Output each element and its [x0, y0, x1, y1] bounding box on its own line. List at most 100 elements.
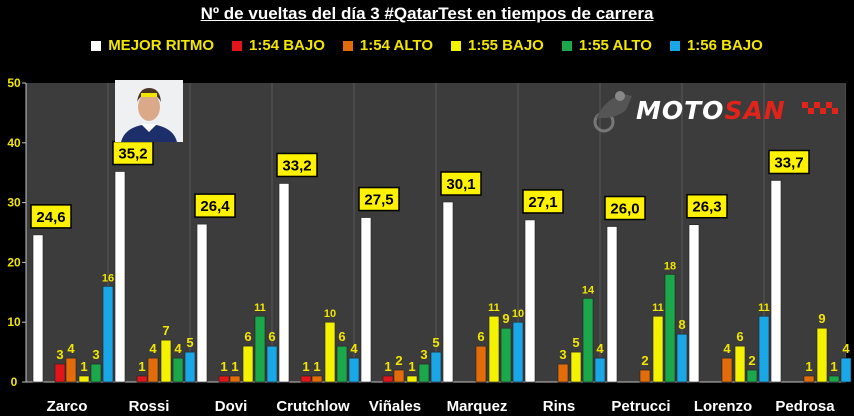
bar: [348, 357, 360, 383]
data-label: 5: [186, 335, 193, 350]
data-label: 9: [818, 311, 825, 326]
data-label: 24,6: [36, 209, 65, 226]
data-label: 2: [395, 353, 402, 368]
data-label: 1: [313, 359, 320, 374]
data-label: 26,0: [610, 201, 639, 218]
chart-title: Nº de vueltas del día 3 #QatarTest en ti…: [200, 4, 654, 23]
bar: [393, 369, 405, 383]
data-label: 11: [254, 302, 266, 314]
bar: [758, 315, 770, 383]
bar: [172, 357, 184, 383]
bar: [721, 357, 733, 383]
category-label: Crutchlow: [276, 398, 350, 415]
data-label: 16: [102, 272, 114, 284]
data-label-box: [194, 193, 236, 218]
bar: [770, 180, 782, 383]
bar: [324, 321, 336, 383]
data-label: 4: [149, 341, 157, 356]
data-label: 5: [432, 335, 439, 350]
category-label: Lorenzo: [694, 398, 752, 415]
bar: [500, 327, 512, 383]
bar: [639, 369, 651, 383]
bar: [300, 375, 312, 383]
data-label: 1: [231, 359, 238, 374]
data-label: 35,2: [118, 146, 147, 163]
data-label: 2: [641, 353, 648, 368]
motosan-logo: MOTOSAN: [590, 88, 840, 134]
bar: [382, 375, 394, 383]
data-label: 30,1: [446, 176, 475, 193]
data-label-box: [30, 204, 72, 229]
data-label: 26,3: [692, 199, 721, 216]
bar: [828, 375, 840, 383]
bar: [90, 363, 102, 383]
y-tick-label: 50: [7, 76, 21, 90]
data-label: 1: [138, 359, 145, 374]
bar: [54, 363, 66, 383]
bar: [136, 375, 148, 383]
legend-label: 1:56 BAJO: [686, 37, 763, 54]
y-tick-label: 10: [7, 315, 21, 329]
legend-swatch: [342, 40, 353, 51]
legend-item: MEJOR RITMO: [91, 37, 214, 54]
data-label: 1: [302, 359, 309, 374]
data-label: 1: [408, 359, 415, 374]
data-label: 8: [678, 317, 685, 332]
category-label: Rins: [543, 398, 576, 415]
data-label: 4: [174, 341, 182, 356]
data-label: 6: [268, 329, 275, 344]
data-label: 1: [805, 359, 812, 374]
legend-item: 1:54 BAJO: [232, 37, 325, 54]
bar: [557, 363, 569, 383]
category-label: Marquez: [447, 398, 508, 415]
legend-swatch: [561, 40, 572, 51]
data-label: 3: [56, 347, 63, 362]
bar: [524, 219, 536, 383]
data-label: 1: [830, 359, 837, 374]
bar: [676, 333, 688, 383]
chart-legend: MEJOR RITMO 1:54 BAJO 1:54 ALTO 1:55 BAJO 1:…: [0, 37, 854, 54]
legend-label: MEJOR RITMO: [108, 37, 215, 54]
category-label: Pedrosa: [775, 398, 835, 415]
bar: [311, 375, 323, 383]
legend-swatch: [669, 40, 680, 51]
data-label-box: [604, 195, 646, 221]
bar: [475, 345, 487, 383]
y-tick-label: 0: [11, 375, 18, 389]
data-label: 1: [384, 359, 391, 374]
data-label: 26,4: [200, 198, 230, 215]
legend-swatch: [232, 40, 243, 51]
data-label: 11: [652, 302, 664, 314]
data-label-box: [686, 193, 728, 219]
bar: [418, 363, 430, 383]
bar: [102, 286, 114, 383]
bar: [78, 375, 90, 383]
bar: [840, 357, 852, 383]
bar: [196, 223, 208, 383]
bar: [594, 357, 606, 383]
legend-item: 1:54 ALTO: [342, 37, 433, 54]
category-label: Petrucci: [611, 398, 670, 415]
data-label: 10: [324, 308, 336, 320]
legend-item: 1:55 ALTO: [561, 37, 652, 54]
data-label: 33,7: [774, 154, 803, 171]
bar: [218, 375, 230, 383]
data-label: 1: [80, 359, 87, 374]
bar: [816, 327, 828, 383]
legend-swatch: [91, 40, 102, 51]
legend-label: 1:54 ALTO: [359, 37, 433, 54]
data-label: 1: [220, 359, 227, 374]
bar: [147, 357, 159, 383]
bar: [406, 375, 418, 383]
data-label: 14: [582, 284, 595, 296]
bar: [242, 345, 254, 383]
data-label: 27,5: [364, 192, 393, 209]
data-label: 7: [162, 323, 169, 338]
category-label: Rossi: [129, 398, 170, 415]
bar: [430, 351, 442, 383]
data-label: 6: [477, 329, 484, 344]
bar: [336, 345, 348, 383]
data-label: 11: [758, 302, 770, 314]
data-label: 4: [596, 341, 604, 356]
